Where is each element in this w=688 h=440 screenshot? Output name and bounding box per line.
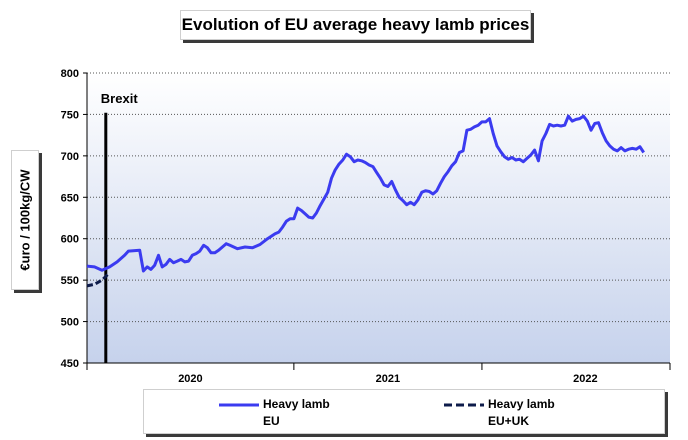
legend-swatch-dashed xyxy=(444,403,484,407)
y-tick-label: 550 xyxy=(61,275,79,287)
chart-title: Evolution of EU average heavy lamb price… xyxy=(180,10,531,40)
y-tick-label: 500 xyxy=(61,317,79,329)
legend-label-eu-uk: Heavy lamb EU+UK xyxy=(488,397,555,428)
brexit-label: Brexit xyxy=(101,91,139,106)
y-tick-label: 700 xyxy=(61,151,79,163)
legend-swatch-solid xyxy=(219,403,259,407)
x-tick-label: 2022 xyxy=(573,373,597,385)
x-tick-label: 2021 xyxy=(376,373,400,385)
y-tick-label: 800 xyxy=(61,68,79,80)
x-tick-label: 2020 xyxy=(178,373,202,385)
y-tick-label: 600 xyxy=(61,234,79,246)
y-tick-label: 750 xyxy=(61,109,79,121)
y-axis-label: €uro / 100kg/CW xyxy=(11,150,39,290)
y-tick-label: 450 xyxy=(61,358,79,370)
series-line-eu xyxy=(86,114,645,273)
series-line-eu-uk xyxy=(86,271,111,288)
legend: Heavy lamb EU Heavy lamb EU+UK xyxy=(143,389,665,434)
legend-label-eu: Heavy lamb EU xyxy=(263,397,330,428)
y-tick-label: 650 xyxy=(61,192,79,204)
